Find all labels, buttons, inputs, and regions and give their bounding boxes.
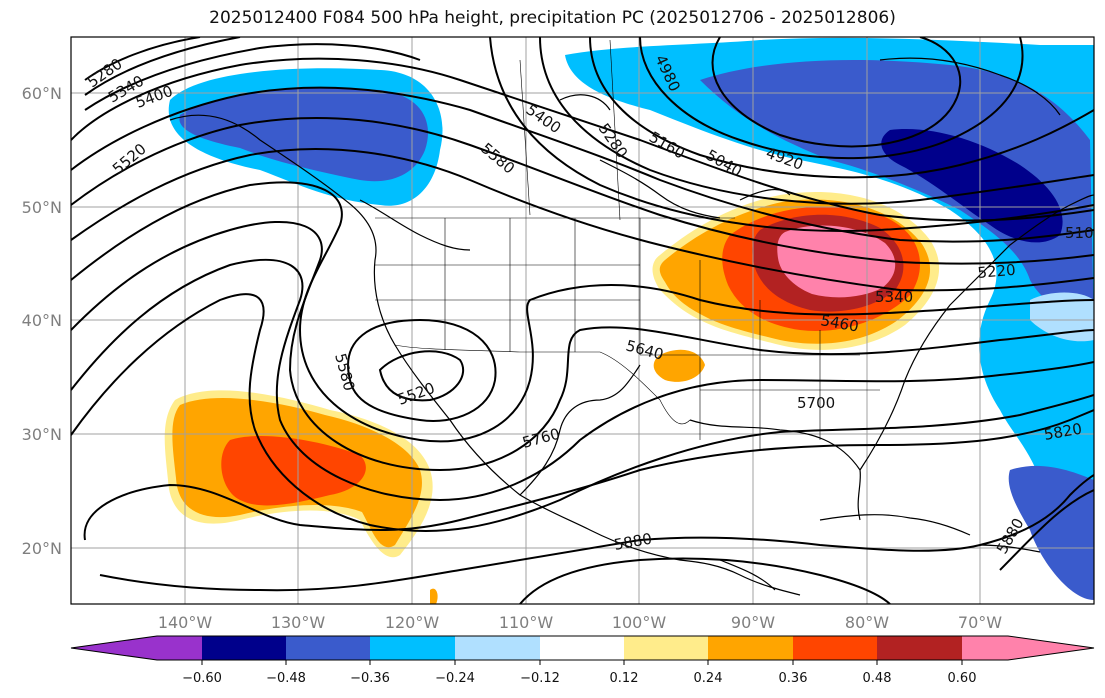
graticule (71, 37, 1094, 604)
colorbar-segment (71, 636, 157, 660)
height-contours (71, 37, 1094, 604)
lon-label: 100°W (612, 613, 667, 632)
colorbar-segment (1008, 636, 1094, 660)
map-plot-area: 5280 5340 5400 5520 5400 5580 4980 5280 … (71, 37, 1103, 604)
longitude-labels: 140°W 130°W 120°W 110°W 100°W 90°W 80°W … (158, 613, 1002, 632)
latitude-labels: 60°N 50°N 40°N 30°N 20°N (22, 84, 62, 558)
colorbar-tick-label: 0.12 (610, 671, 639, 686)
colorbar-segments (71, 636, 1094, 660)
colorbar-segment (370, 636, 455, 660)
colorbar: −0.60 −0.48 −0.36 −0.24 −0.12 0.12 0.24 … (70, 635, 1095, 686)
colorbar-tick-label: −0.48 (266, 671, 306, 686)
colorbar-segment (962, 636, 1008, 660)
colorbar-tick-label: 0.60 (948, 671, 977, 686)
colorbar-tick-label: 0.24 (694, 671, 723, 686)
colorbar-tick-label: −0.60 (182, 671, 222, 686)
colorbar-segment (624, 636, 708, 660)
lon-label: 130°W (271, 613, 326, 632)
colorbar-segment (157, 636, 202, 660)
lon-label: 80°W (845, 613, 889, 632)
lat-label: 60°N (22, 84, 62, 103)
lon-label: 70°W (958, 613, 1002, 632)
map-title: 2025012400 F084 500 hPa height, precipit… (209, 8, 896, 28)
contour-label: 5340 (875, 288, 913, 306)
colorbar-segment (877, 636, 962, 660)
lat-label: 30°N (22, 425, 62, 444)
negative-precip-anomaly-shading (168, 37, 1094, 600)
colorbar-tick-label: −0.36 (350, 671, 390, 686)
coastlines (169, 57, 1094, 596)
lat-label: 20°N (22, 539, 62, 558)
lon-label: 140°W (158, 613, 213, 632)
lat-label: 50°N (22, 198, 62, 217)
contour-label: 5700 (797, 394, 835, 412)
colorbar-ticks (201, 660, 963, 665)
colorbar-segment (540, 636, 624, 660)
contour-label: 5100 (1065, 224, 1103, 242)
colorbar-tick-label: 0.48 (863, 671, 892, 686)
lon-label: 120°W (385, 613, 440, 632)
colorbar-segment (455, 636, 540, 660)
colorbar-tick-label: −0.12 (520, 671, 560, 686)
colorbar-segment (708, 636, 793, 660)
lat-label: 40°N (22, 311, 62, 330)
colorbar-segment (286, 636, 370, 660)
colorbar-segment (793, 636, 877, 660)
map-frame (70, 36, 1095, 605)
lon-label: 110°W (499, 613, 554, 632)
colorbar-segment (202, 636, 286, 660)
lon-label: 90°W (731, 613, 775, 632)
contour-label: 5220 (977, 261, 1017, 282)
colorbar-tick-label: −0.24 (435, 671, 475, 686)
colorbar-tick-label: 0.36 (779, 671, 808, 686)
political-borders (375, 39, 880, 450)
